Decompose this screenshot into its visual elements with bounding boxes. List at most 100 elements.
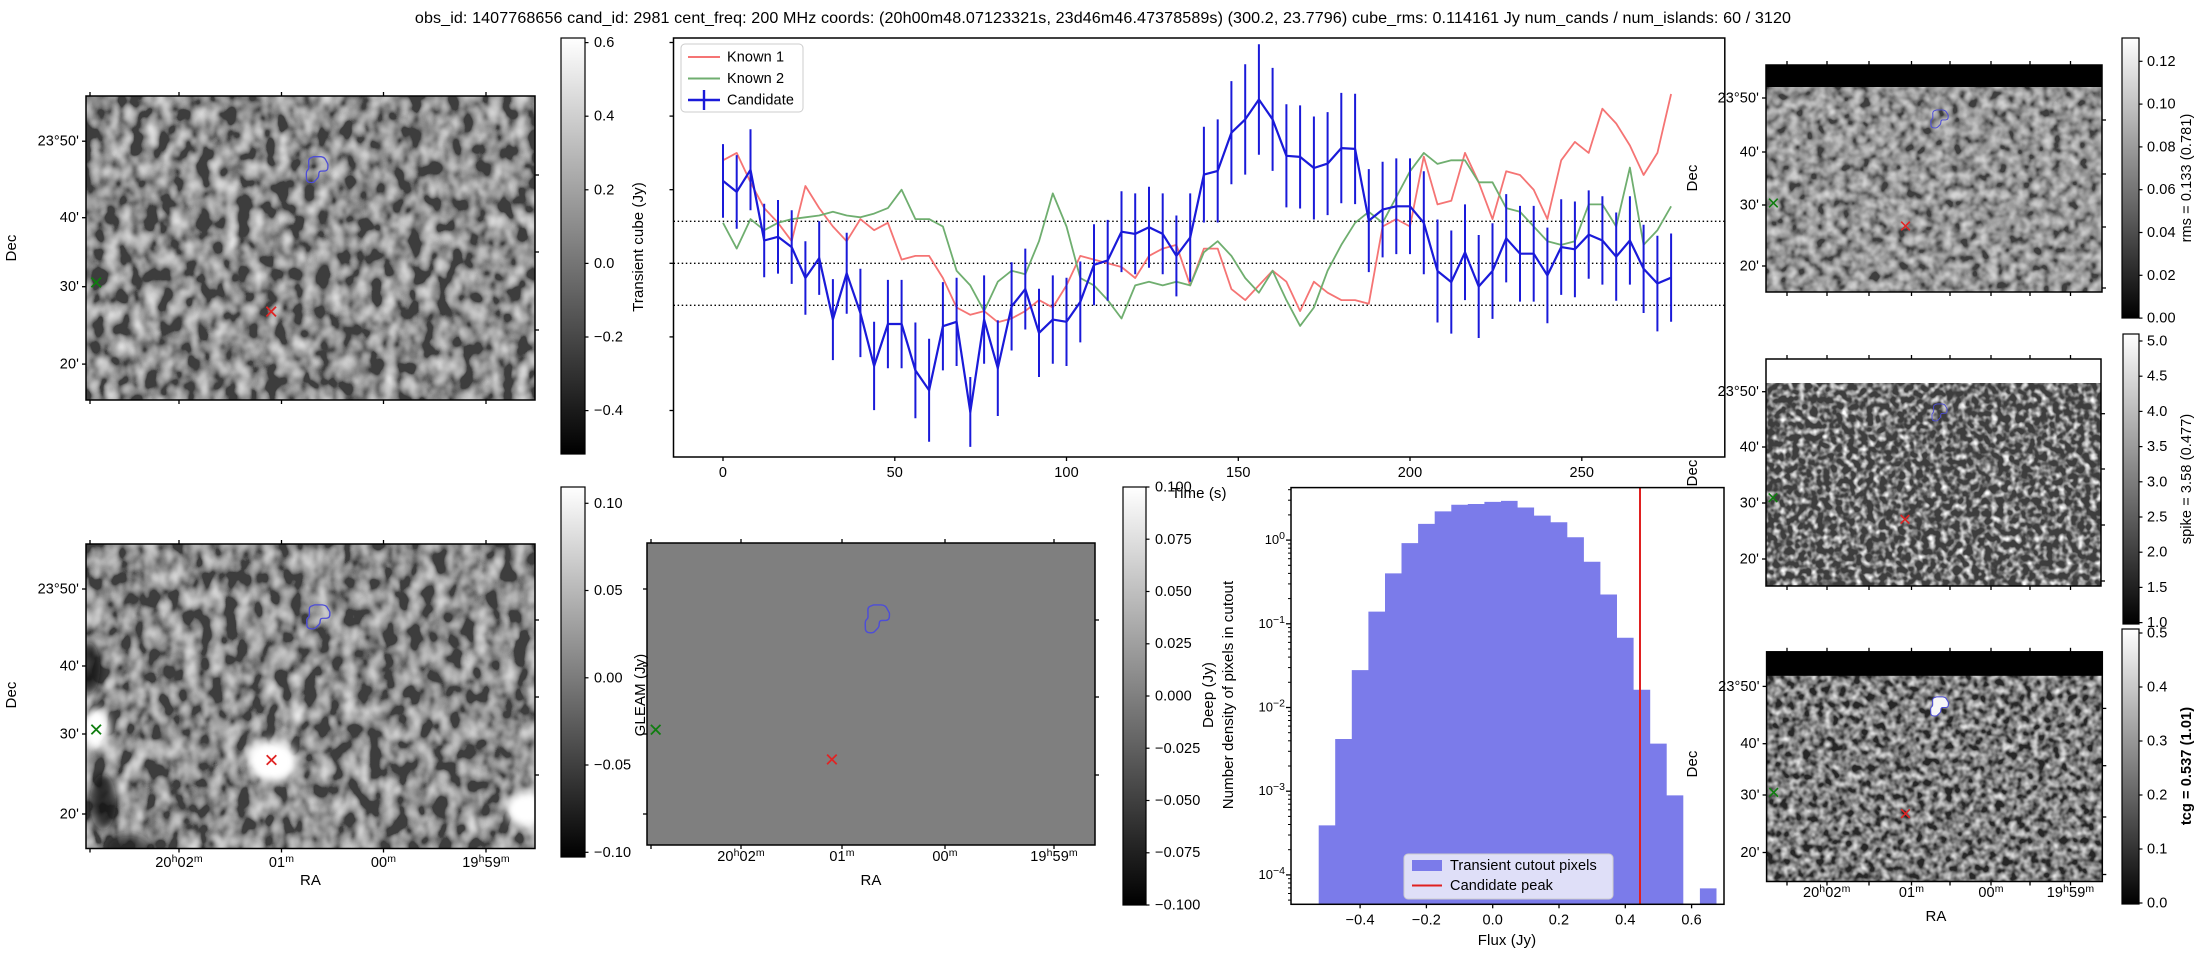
svg-text:−0.10: −0.10 <box>594 845 631 861</box>
svg-text:30': 30' <box>60 727 79 743</box>
svg-text:obs_id: 1407768656 cand_id: 29: obs_id: 1407768656 cand_id: 2981 cent_fr… <box>415 9 1791 27</box>
svg-text:Time (s): Time (s) <box>1171 485 1226 502</box>
svg-text:0.0: 0.0 <box>2147 896 2167 912</box>
svg-text:4.5: 4.5 <box>2147 369 2167 385</box>
svg-text:−0.100: −0.100 <box>1155 898 1200 914</box>
svg-text:0.2: 0.2 <box>2147 788 2167 804</box>
svg-text:40': 40' <box>1740 736 1759 752</box>
svg-text:Dec: Dec <box>1684 164 1701 191</box>
svg-text:23°50': 23°50' <box>1718 384 1760 400</box>
svg-text:Dec: Dec <box>1684 750 1701 777</box>
svg-text:RA: RA <box>300 872 321 889</box>
svg-text:Transient cube (Jy): Transient cube (Jy) <box>630 182 647 312</box>
svg-text:Dec: Dec <box>1684 459 1701 486</box>
svg-text:0.5: 0.5 <box>2147 626 2167 642</box>
svg-text:0.050: 0.050 <box>1155 584 1192 600</box>
svg-text:0.4: 0.4 <box>594 109 614 125</box>
svg-text:0.08: 0.08 <box>2147 139 2176 155</box>
svg-text:0.2: 0.2 <box>594 182 614 198</box>
svg-text:20h02m: 20h02m <box>1803 883 1851 901</box>
svg-text:50: 50 <box>887 465 903 481</box>
svg-text:100: 100 <box>1054 465 1079 481</box>
svg-text:Dec: Dec <box>3 234 20 261</box>
svg-text:1.5: 1.5 <box>2147 580 2167 596</box>
svg-text:−0.2: −0.2 <box>594 330 623 346</box>
svg-text:20h02m: 20h02m <box>717 847 765 865</box>
svg-text:0.6: 0.6 <box>594 35 614 51</box>
svg-text:0.000: 0.000 <box>1155 689 1192 705</box>
svg-text:−0.4: −0.4 <box>1346 912 1375 928</box>
svg-text:30': 30' <box>1740 198 1759 214</box>
svg-text:Flux (Jy): Flux (Jy) <box>1478 932 1536 949</box>
svg-text:Known 1: Known 1 <box>727 50 784 66</box>
svg-text:2.0: 2.0 <box>2147 545 2167 561</box>
svg-text:0.100: 0.100 <box>1155 480 1192 496</box>
svg-text:−0.2: −0.2 <box>1412 912 1441 928</box>
svg-text:40': 40' <box>60 210 79 226</box>
svg-text:0.10: 0.10 <box>594 496 623 512</box>
svg-text:40': 40' <box>1740 145 1759 161</box>
svg-text:40': 40' <box>60 659 79 675</box>
svg-text:Candidate peak: Candidate peak <box>1450 878 1554 894</box>
svg-text:0.12: 0.12 <box>2147 54 2176 70</box>
svg-text:0.6: 0.6 <box>1681 912 1701 928</box>
svg-text:0.4: 0.4 <box>1615 912 1635 928</box>
svg-text:20': 20' <box>60 807 79 823</box>
svg-text:tcg = 0.537 (1.01): tcg = 0.537 (1.01) <box>2179 707 2195 825</box>
svg-text:GLEAM (Jy): GLEAM (Jy) <box>632 654 649 737</box>
svg-text:Known 2: Known 2 <box>727 71 784 87</box>
svg-text:spike = 3.58 (0.477): spike = 3.58 (0.477) <box>2179 414 2195 545</box>
svg-text:0.06: 0.06 <box>2147 182 2176 198</box>
svg-text:40': 40' <box>1740 440 1759 456</box>
svg-text:0.02: 0.02 <box>2147 268 2176 284</box>
svg-text:RA: RA <box>860 872 881 889</box>
svg-text:−0.05: −0.05 <box>594 758 631 774</box>
svg-text:23°50': 23°50' <box>38 582 80 598</box>
svg-text:30': 30' <box>60 279 79 295</box>
svg-text:0.075: 0.075 <box>1155 532 1192 548</box>
svg-text:0.2: 0.2 <box>1549 912 1569 928</box>
svg-text:20': 20' <box>60 357 79 373</box>
svg-text:Candidate: Candidate <box>727 93 794 109</box>
svg-text:0.3: 0.3 <box>2147 734 2167 750</box>
svg-text:19h59m: 19h59m <box>2047 883 2095 901</box>
svg-text:rms = 0.133 (0.781): rms = 0.133 (0.781) <box>2179 114 2195 243</box>
svg-text:30': 30' <box>1740 496 1759 512</box>
svg-text:−0.075: −0.075 <box>1155 845 1200 861</box>
svg-text:23°50': 23°50' <box>1718 91 1760 107</box>
svg-text:150: 150 <box>1226 465 1251 481</box>
svg-text:RA: RA <box>1925 908 1946 925</box>
svg-text:−0.050: −0.050 <box>1155 793 1200 809</box>
svg-text:Transient cutout pixels: Transient cutout pixels <box>1450 858 1597 874</box>
svg-text:19h59m: 19h59m <box>462 853 510 871</box>
svg-text:200: 200 <box>1398 465 1423 481</box>
svg-text:0: 0 <box>719 465 727 481</box>
svg-text:30': 30' <box>1740 788 1759 804</box>
svg-text:−0.4: −0.4 <box>594 403 623 419</box>
svg-text:Dec: Dec <box>3 681 20 708</box>
svg-text:Deep (Jy): Deep (Jy) <box>1200 662 1217 728</box>
svg-text:2.5: 2.5 <box>2147 510 2167 526</box>
svg-text:5.0: 5.0 <box>2147 334 2167 350</box>
svg-text:0.00: 0.00 <box>2147 311 2176 327</box>
svg-text:0.0: 0.0 <box>594 256 614 272</box>
svg-text:Number density of pixels in cu: Number density of pixels in cutout <box>1220 580 1237 809</box>
svg-text:−0.025: −0.025 <box>1155 741 1200 757</box>
svg-text:0.1: 0.1 <box>2147 842 2167 858</box>
svg-text:3.5: 3.5 <box>2147 439 2167 455</box>
svg-text:20': 20' <box>1740 552 1759 568</box>
svg-text:0.025: 0.025 <box>1155 636 1192 652</box>
svg-text:23°50': 23°50' <box>1718 679 1760 695</box>
svg-text:250: 250 <box>1570 465 1595 481</box>
svg-text:4.0: 4.0 <box>2147 404 2167 420</box>
svg-text:20h02m: 20h02m <box>155 853 203 871</box>
svg-text:0.0: 0.0 <box>1482 912 1502 928</box>
svg-text:20': 20' <box>1740 259 1759 275</box>
svg-text:0.04: 0.04 <box>2147 225 2176 241</box>
svg-text:0.00: 0.00 <box>594 670 623 686</box>
svg-text:19h59m: 19h59m <box>1030 847 1078 865</box>
svg-text:20': 20' <box>1740 845 1759 861</box>
svg-text:1.0: 1.0 <box>2147 615 2167 631</box>
svg-text:23°50': 23°50' <box>38 134 80 150</box>
svg-text:0.05: 0.05 <box>594 583 623 599</box>
